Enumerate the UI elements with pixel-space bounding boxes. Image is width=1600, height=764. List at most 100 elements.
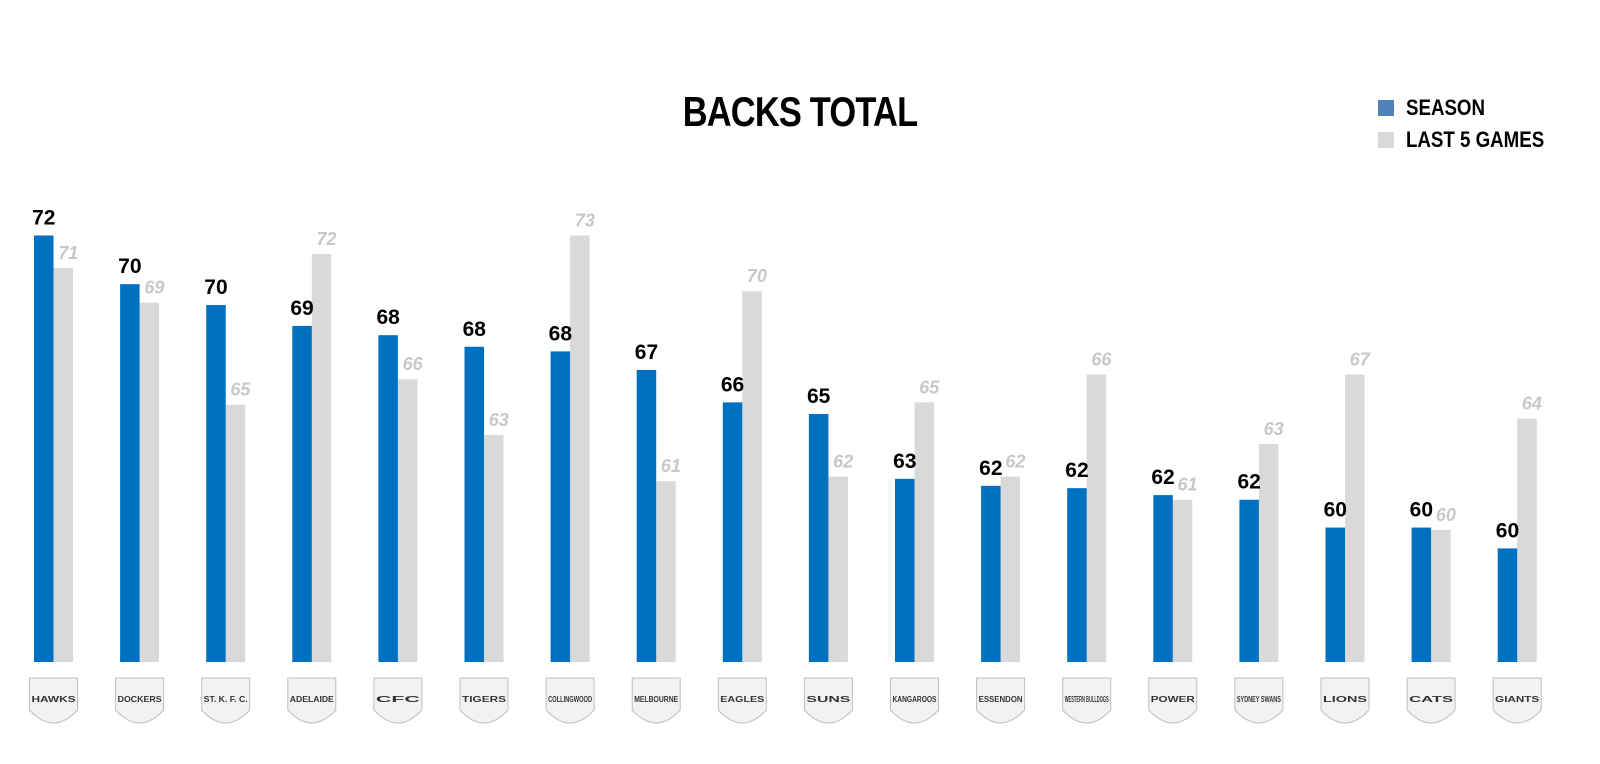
logo-text-adelaide: ADELAIDE — [290, 695, 335, 704]
label-last5-geelong: 60 — [1436, 505, 1456, 525]
legend-label-last5: LAST 5 GAMES — [1406, 127, 1545, 152]
label-season-western-bulldogs: 62 — [1065, 459, 1088, 482]
logo-port-adelaide-icon — [1148, 677, 1198, 724]
logo-melbourne-icon — [631, 677, 681, 724]
bar-season-western-bulldogs — [1067, 488, 1087, 662]
bar-last5-gold-coast — [828, 476, 848, 662]
logo-west-coast-icon — [717, 677, 767, 724]
logo-western-bulldogs-icon — [1062, 677, 1112, 724]
bar-season-port-adelaide — [1153, 495, 1173, 662]
bar-season-melbourne — [636, 369, 657, 662]
logo-text-western-bulldogs: WESTERN BULLDOGS — [1065, 695, 1109, 704]
label-last5-richmond: 63 — [489, 410, 509, 430]
bar-season-gws — [1497, 548, 1518, 662]
bar-last5-brisbane — [1345, 374, 1365, 662]
label-season-essendon: 62 — [979, 457, 1002, 480]
logo-gold-coast-icon — [803, 677, 853, 724]
bar-season-north-melbourne — [895, 478, 915, 662]
bar-season-geelong — [1411, 527, 1432, 662]
label-last5-western-bulldogs: 66 — [1091, 350, 1112, 370]
logo-adelaide-icon — [287, 677, 337, 724]
legend-label-season: SEASON — [1406, 95, 1485, 120]
bar-last5-st-kilda — [225, 404, 246, 662]
logo-text-essendon: ESSENDON — [979, 695, 1023, 704]
label-season-melbourne: 67 — [635, 341, 658, 364]
chart-title: BACKS TOTAL — [682, 88, 918, 135]
label-season-north-melbourne: 63 — [893, 450, 916, 473]
bar-season-hawthorn — [34, 235, 54, 662]
label-season-collingwood: 68 — [549, 322, 573, 345]
logo-text-geelong: CATS — [1409, 695, 1454, 704]
label-last5-fremantle: 69 — [144, 278, 164, 298]
logo-text-port-adelaide: POWER — [1151, 695, 1195, 704]
logo-essendon-icon — [976, 677, 1026, 724]
bar-season-collingwood — [550, 351, 571, 662]
bar-last5-carlton — [397, 379, 418, 662]
label-last5-gws: 64 — [1522, 394, 1542, 414]
logo-text-north-melbourne: KANGAROOS — [893, 695, 938, 704]
label-season-west-coast: 66 — [721, 373, 744, 396]
label-season-carlton: 68 — [376, 306, 400, 329]
bar-season-fremantle — [120, 284, 140, 662]
label-season-geelong: 60 — [1410, 499, 1433, 522]
logo-fremantle-icon — [115, 677, 165, 724]
label-last5-brisbane: 67 — [1350, 350, 1371, 370]
label-season-brisbane: 60 — [1324, 499, 1347, 522]
label-last5-west-coast: 70 — [747, 266, 767, 286]
logo-st-kilda-icon — [201, 677, 251, 724]
label-last5-gold-coast: 62 — [833, 452, 853, 472]
bar-last5-north-melbourne — [914, 402, 934, 662]
bar-last5-essendon — [1000, 476, 1021, 662]
label-season-richmond: 68 — [463, 318, 487, 341]
bar-last5-hawthorn — [53, 267, 73, 662]
logo-north-melbourne-icon — [890, 677, 939, 724]
logo-richmond-icon — [459, 677, 509, 724]
bar-season-essendon — [981, 485, 1001, 662]
logo-text-melbourne: MELBOURNE — [634, 695, 679, 704]
bar-last5-fremantle — [139, 302, 160, 662]
logo-text-brisbane: LIONS — [1323, 695, 1368, 704]
bar-last5-adelaide — [311, 254, 332, 663]
logo-text-gws: GIANTS — [1495, 695, 1540, 704]
label-season-fremantle: 70 — [118, 255, 141, 278]
logo-collingwood-icon — [545, 677, 595, 724]
label-last5-essendon: 62 — [1005, 452, 1025, 472]
logo-geelong-icon — [1406, 677, 1456, 724]
logo-carlton-icon — [373, 677, 423, 724]
label-season-st-kilda: 70 — [204, 276, 227, 299]
logo-text-sydney: SYDNEY SWANS — [1237, 695, 1281, 704]
label-last5-north-melbourne: 65 — [919, 377, 940, 397]
logo-text-hawthorn: HAWKS — [32, 695, 77, 704]
logo-text-gold-coast: SUNS — [806, 695, 851, 704]
bar-last5-geelong — [1431, 529, 1451, 662]
bar-season-gold-coast — [808, 413, 829, 662]
label-season-sydney: 62 — [1237, 471, 1260, 494]
logo-text-carlton: CFC — [376, 695, 421, 704]
label-last5-port-adelaide: 61 — [1178, 475, 1198, 495]
logo-sydney-icon — [1234, 677, 1284, 724]
logo-text-west-coast: EAGLES — [720, 695, 765, 704]
bar-season-west-coast — [722, 402, 743, 662]
bar-last5-port-adelaide — [1172, 499, 1193, 662]
bar-season-sydney — [1239, 499, 1259, 662]
label-season-port-adelaide: 62 — [1151, 466, 1174, 489]
legend-swatch-last5 — [1378, 132, 1394, 148]
legend-item-last5: LAST 5 GAMES — [1378, 124, 1569, 156]
bar-season-brisbane — [1325, 527, 1345, 662]
label-last5-st-kilda: 65 — [230, 380, 251, 400]
logo-brisbane-icon — [1320, 677, 1370, 724]
label-season-gold-coast: 65 — [807, 385, 831, 408]
label-season-adelaide: 69 — [290, 297, 313, 320]
logo-text-st-kilda: ST. K. F. C. — [204, 695, 248, 704]
label-last5-melbourne: 61 — [661, 456, 681, 476]
bar-season-st-kilda — [206, 305, 226, 662]
label-season-hawthorn: 72 — [32, 206, 55, 229]
bar-last5-richmond — [484, 434, 504, 662]
label-season-gws: 60 — [1496, 519, 1519, 542]
bar-season-richmond — [464, 346, 484, 662]
legend-item-season: SEASON — [1378, 92, 1569, 124]
logo-text-fremantle: DOCKERS — [118, 695, 163, 704]
label-last5-sydney: 63 — [1264, 419, 1284, 439]
logo-text-richmond: TIGERS — [462, 695, 507, 704]
